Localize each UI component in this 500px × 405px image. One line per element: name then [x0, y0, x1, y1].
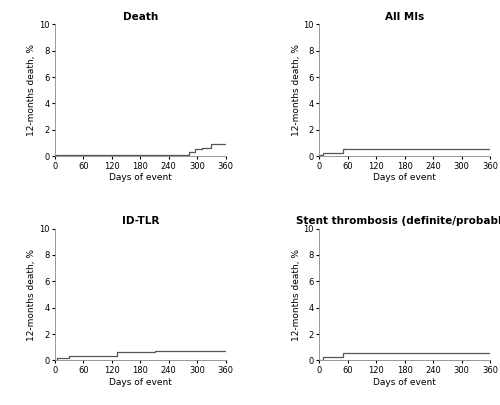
Title: Stent thrombosis (definite/probable): Stent thrombosis (definite/probable)	[296, 216, 500, 226]
Y-axis label: 12-months death, %: 12-months death, %	[27, 249, 36, 341]
Title: All MIs: All MIs	[385, 12, 424, 22]
Y-axis label: 12-months death, %: 12-months death, %	[292, 249, 300, 341]
Y-axis label: 12-months death, %: 12-months death, %	[292, 44, 300, 136]
Title: ID-TLR: ID-TLR	[122, 216, 159, 226]
X-axis label: Days of event: Days of event	[109, 173, 172, 183]
Y-axis label: 12-months death, %: 12-months death, %	[27, 44, 36, 136]
X-axis label: Days of event: Days of event	[109, 378, 172, 387]
Title: Death: Death	[122, 12, 158, 22]
X-axis label: Days of event: Days of event	[374, 378, 436, 387]
X-axis label: Days of event: Days of event	[374, 173, 436, 183]
